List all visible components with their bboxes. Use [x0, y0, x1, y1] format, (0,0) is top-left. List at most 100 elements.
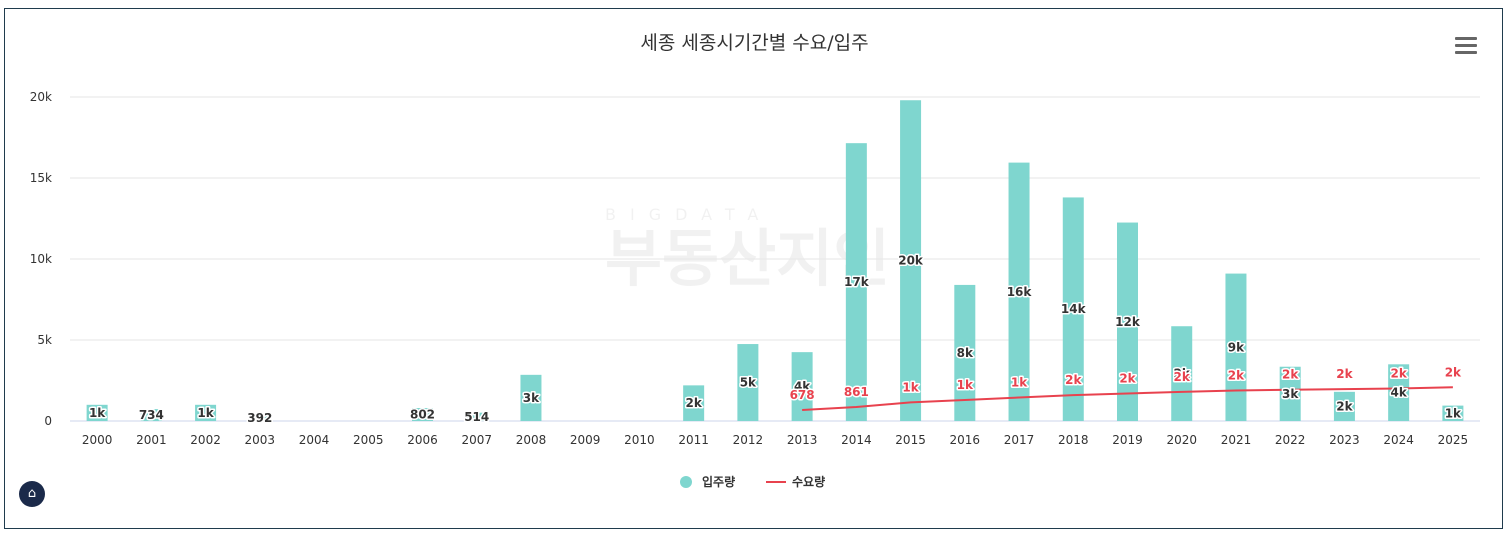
axis-labels: 0 5k 10k 15k 20k 2000 2001 2002 2003 2004 2005 2006…: [30, 90, 1468, 447]
bar-data-label: 734: [139, 408, 164, 422]
home-logo-icon[interactable]: ⌂: [19, 481, 45, 507]
y-tick-label: 15k: [30, 171, 52, 185]
bar: [249, 414, 271, 421]
line-data-label: 1k: [957, 378, 974, 392]
y-tick-label: 0: [44, 414, 52, 428]
legend-marker-bar: [680, 476, 692, 488]
x-tick-label: 2001: [136, 433, 167, 447]
line-data-label: 678: [790, 388, 815, 402]
line-data-label: 2k: [1445, 365, 1462, 379]
bar-data-label: 14k: [1061, 302, 1087, 316]
bar-data-label: 8k: [957, 346, 974, 360]
bar: [1442, 405, 1464, 421]
bar: [412, 408, 433, 421]
bar: [140, 409, 162, 421]
bar-data-label: 802: [410, 408, 435, 422]
bar: [1062, 197, 1084, 421]
bar: [845, 143, 867, 422]
bar: [1333, 391, 1355, 421]
x-tick-label: 2013: [787, 433, 818, 447]
legend-label-bar: 입주량: [702, 475, 735, 489]
bar: [1117, 222, 1138, 421]
bar-data-label: 1k: [1445, 406, 1462, 420]
line-data-label: 1k: [1011, 376, 1028, 390]
bar-data-label: 12k: [1115, 315, 1141, 329]
x-tick-label: 2000: [82, 433, 113, 447]
bar: [1171, 326, 1193, 421]
chart-frame: [4, 8, 1503, 529]
x-tick-label: 2016: [950, 433, 981, 447]
x-tick-label: 2024: [1383, 433, 1414, 447]
x-tick-label: 2025: [1438, 433, 1469, 447]
x-tick-label: 2002: [190, 433, 221, 447]
y-tick-label: 10k: [30, 252, 52, 266]
x-tick-label: 2010: [624, 433, 655, 447]
bar: [900, 100, 922, 422]
line-data-label: 2k: [1282, 368, 1299, 382]
x-tick-label: 2015: [895, 433, 926, 447]
bar-data-label: 2k: [685, 396, 702, 410]
bar-data-label: 4k: [1390, 386, 1407, 400]
x-tick-label: 2004: [299, 433, 330, 447]
line-series: [802, 386, 1453, 412]
x-tick-label: 2017: [1004, 433, 1035, 447]
x-tick-label: 2011: [678, 433, 709, 447]
line-data-label: 2k: [1065, 373, 1082, 387]
bar: [1388, 364, 1410, 421]
x-tick-label: 2014: [841, 433, 872, 447]
bar-series: [86, 100, 1464, 422]
bar-data-label: 2k: [1174, 367, 1191, 381]
legend: 입주량 수요량: [680, 475, 825, 489]
bar-data-label: 5k: [740, 376, 757, 390]
bar-data-label: 17k: [844, 275, 870, 289]
bar-data-label: 4k: [794, 380, 811, 394]
bar: [791, 352, 813, 421]
line-data-label: 2k: [1228, 369, 1245, 383]
x-tick-label: 2006: [407, 433, 438, 447]
bar: [1225, 273, 1247, 421]
x-tick-label: 2023: [1329, 433, 1360, 447]
x-tick-label: 2005: [353, 433, 384, 447]
x-tick-label: 2007: [461, 433, 492, 447]
x-tick-label: 2012: [733, 433, 764, 447]
line-data-label: 2k: [1390, 366, 1407, 380]
bar-data-label: 20k: [898, 254, 924, 268]
x-tick-label: 2009: [570, 433, 601, 447]
bar-data-label: 514: [464, 410, 489, 424]
bar: [86, 404, 108, 421]
y-tick-label: 20k: [30, 90, 52, 104]
bar-data-label: 1k: [89, 406, 106, 420]
grid-lines: [70, 96, 1480, 422]
bar: [466, 412, 488, 421]
bar-data-label: 3k: [523, 391, 540, 405]
bar: [1008, 162, 1030, 422]
line-data-label: 1k: [902, 380, 919, 394]
x-tick-label: 2022: [1275, 433, 1306, 447]
bar: [1279, 366, 1301, 421]
x-tick-label: 2021: [1221, 433, 1252, 447]
line-data-label: 2k: [1336, 367, 1353, 381]
bar-data-label: 16k: [1007, 285, 1033, 299]
bar-data-label: 392: [247, 411, 272, 425]
x-tick-label: 2019: [1112, 433, 1143, 447]
chart-title: 세종 세종시기간별 수요/입주: [640, 32, 869, 54]
x-tick-label: 2020: [1166, 433, 1197, 447]
legend-label-line: 수요량: [792, 475, 825, 489]
bar: [683, 385, 705, 421]
bar: [954, 284, 976, 421]
x-tick-label: 2008: [516, 433, 547, 447]
menu-icon[interactable]: [1455, 37, 1477, 55]
demand-line: [802, 386, 1453, 412]
line-data-label: 2k: [1174, 370, 1191, 384]
x-tick-label: 2003: [245, 433, 276, 447]
line-data-label: 861: [844, 385, 869, 399]
bar-data-label: 9k: [1228, 340, 1245, 354]
bar: [520, 374, 542, 421]
data-labels: 1k 734 1k 392 802 514 3k 2k 5k 4k 17k 20k 8k 16k 14k 12…: [87, 252, 1463, 426]
x-tick-label: 2018: [1058, 433, 1089, 447]
bar: [737, 344, 759, 421]
y-tick-label: 5k: [37, 333, 52, 347]
bar-data-label: 1k: [197, 406, 214, 420]
bar: [195, 404, 217, 421]
